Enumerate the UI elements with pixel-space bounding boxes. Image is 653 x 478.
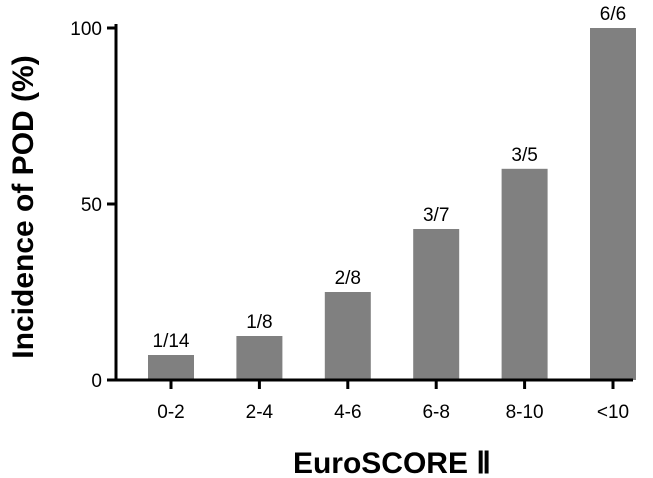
bar-1 <box>236 336 283 380</box>
x-tick-label-3: 6-8 <box>422 402 449 423</box>
bar-4 <box>501 168 548 380</box>
x-tick-label-2: 4-6 <box>334 402 361 423</box>
y-tick-label-0: 0 <box>91 371 102 392</box>
data-label-5: 6/6 <box>600 4 626 25</box>
bars-group <box>148 28 636 380</box>
data-label-1: 1/8 <box>246 312 272 333</box>
y-tick-label-1: 50 <box>81 195 102 216</box>
bar-2 <box>324 292 371 380</box>
x-tick-label-5: <10 <box>597 402 629 423</box>
x-axis-title: EuroSCORE Ⅱ <box>293 447 491 478</box>
bar-5 <box>590 28 636 380</box>
y-ticks-group: 0 50 100 <box>70 19 116 392</box>
y-tick-label-2: 100 <box>70 19 102 40</box>
x-ticks-group: 0-2 2-4 4-6 6-8 8-10 <10 <box>157 380 629 423</box>
y-axis-title: Incidence of POD (%) <box>7 55 40 358</box>
bar-0 <box>148 355 194 380</box>
data-label-2: 2/8 <box>335 268 361 289</box>
x-tick-label-1: 2-4 <box>246 402 274 423</box>
data-label-3: 3/7 <box>423 205 449 226</box>
x-tick-label-4: 8-10 <box>506 402 544 423</box>
data-label-0: 1/14 <box>153 331 190 352</box>
bar-3 <box>413 228 460 380</box>
data-label-4: 3/5 <box>511 145 537 166</box>
data-labels-group: 1/14 1/8 2/8 3/7 3/5 6/6 <box>153 4 627 352</box>
x-tick-label-0: 0-2 <box>157 402 184 423</box>
